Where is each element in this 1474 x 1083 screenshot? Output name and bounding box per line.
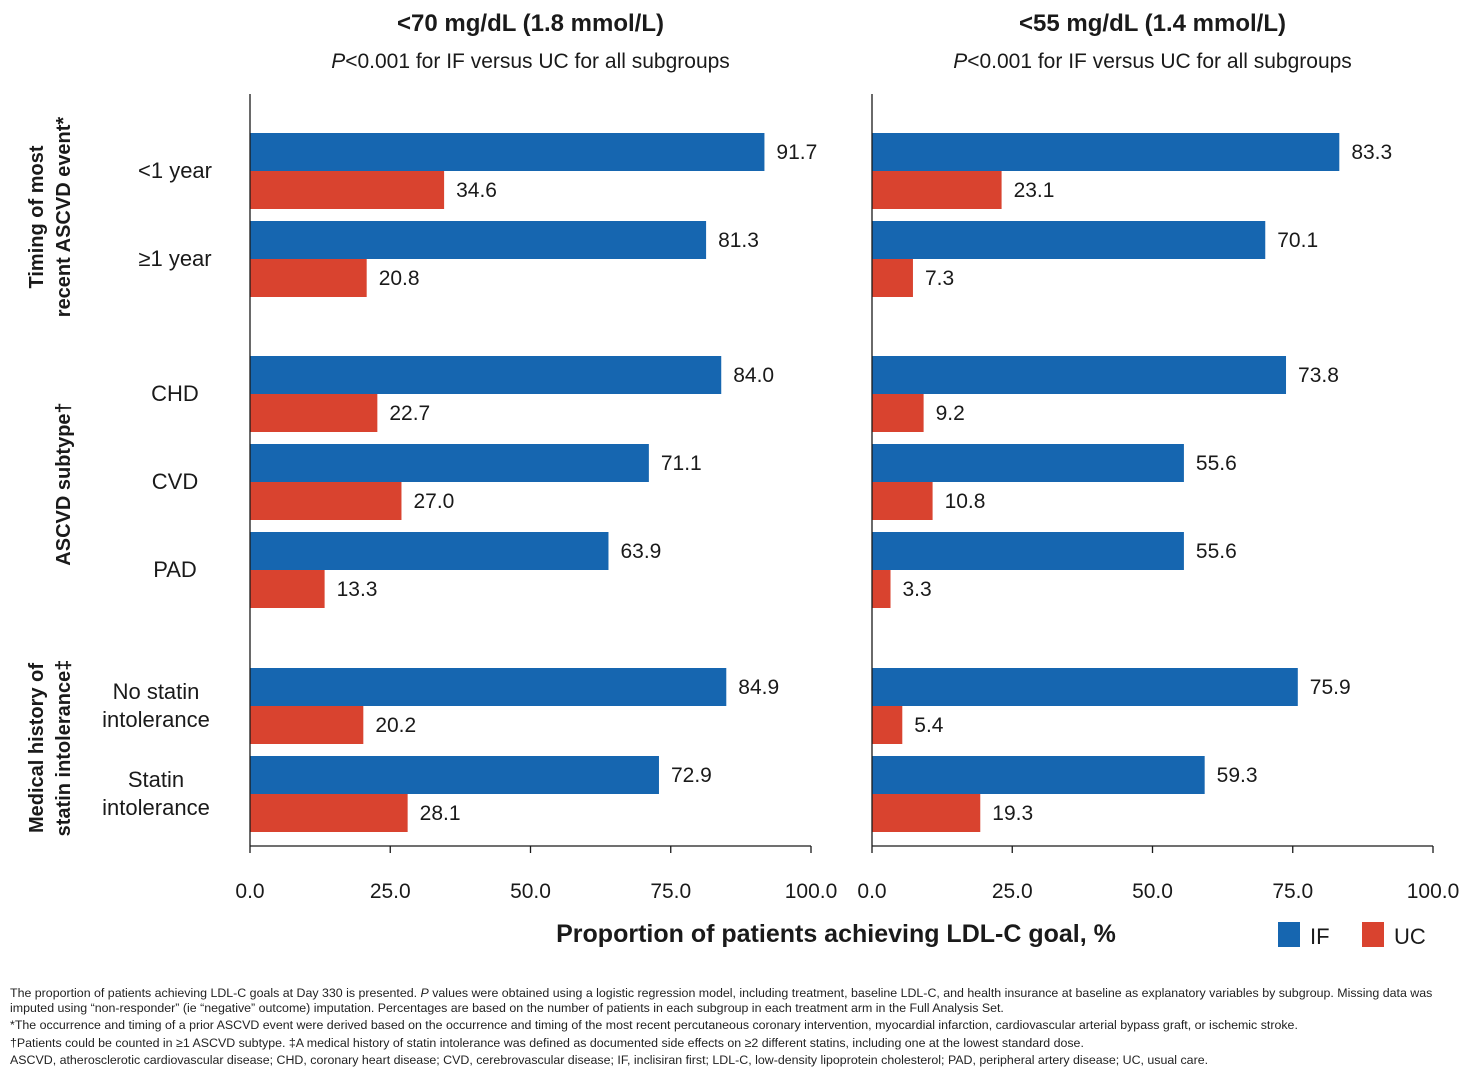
value-label: 34.6 xyxy=(456,179,497,202)
x-tick-label: 50.0 xyxy=(510,880,551,903)
x-tick-label: 25.0 xyxy=(370,880,411,903)
value-label: 71.1 xyxy=(661,452,702,475)
value-label: 13.3 xyxy=(337,578,378,601)
footnote-abbreviations: ASCVD, atherosclerotic cardiovascular di… xyxy=(10,1053,1209,1067)
x-tick-label: 0.0 xyxy=(857,880,886,903)
bar-uc xyxy=(250,570,325,608)
x-tick-label: 100.0 xyxy=(785,880,838,903)
bar-uc xyxy=(872,482,933,520)
value-label: 55.6 xyxy=(1196,540,1237,563)
value-label: 83.3 xyxy=(1351,141,1392,164)
category-label: <1 year xyxy=(138,158,212,183)
x-tick-label: 75.0 xyxy=(1272,880,1313,903)
value-label: 9.2 xyxy=(936,402,965,425)
footnote-subtype-statin: †Patients could be counted in ≥1 ASCVD s… xyxy=(10,1035,1084,1050)
bar-uc xyxy=(872,794,981,832)
bar-if xyxy=(250,221,707,259)
bar-uc xyxy=(872,171,1002,209)
bar-if xyxy=(872,532,1184,570)
legend-label-uc: UC xyxy=(1394,924,1426,949)
value-label: 28.1 xyxy=(420,802,461,825)
footnote-methods: The proportion of patients achieving LDL… xyxy=(10,986,1433,1015)
category-label: Statin xyxy=(128,767,184,792)
bar-if xyxy=(250,133,765,171)
value-label: 84.9 xyxy=(738,676,779,699)
bar-if xyxy=(872,756,1205,794)
bar-uc xyxy=(872,706,903,744)
value-label: 27.0 xyxy=(413,490,454,513)
value-label: 59.3 xyxy=(1217,764,1258,787)
panel-title: <55 mg/dL (1.4 mmol/L) xyxy=(1019,10,1286,37)
panel-subtitle: P<0.001 for IF versus UC for all subgrou… xyxy=(331,50,730,73)
bar-uc xyxy=(872,259,913,297)
value-label: 63.9 xyxy=(620,540,661,563)
bar-uc xyxy=(250,706,364,744)
category-label: ≥1 year xyxy=(138,246,211,271)
footnote-ascvd-event: *The occurrence and timing of a prior AS… xyxy=(10,1018,1298,1032)
category-label: No statin xyxy=(113,679,200,704)
value-label: 73.8 xyxy=(1298,364,1339,387)
category-label: PAD xyxy=(153,557,197,582)
group-label: recent ASCVD event* xyxy=(53,117,75,318)
panel-subtitle: P<0.001 for IF versus UC for all subgrou… xyxy=(953,50,1352,73)
x-tick-label: 25.0 xyxy=(992,880,1033,903)
value-label: 10.8 xyxy=(945,490,986,513)
value-label: 91.7 xyxy=(776,141,817,164)
value-label: 7.3 xyxy=(925,267,954,290)
bar-uc xyxy=(250,171,445,209)
x-tick-label: 0.0 xyxy=(235,880,264,903)
bar-if xyxy=(872,356,1287,394)
bar-uc xyxy=(250,794,408,832)
bar-if xyxy=(872,668,1298,706)
value-label: 19.3 xyxy=(992,802,1033,825)
x-axis-title: Proportion of patients achieving LDL-C g… xyxy=(556,920,1116,948)
group-label: statin intolerance‡ xyxy=(53,660,75,837)
bar-uc xyxy=(250,482,402,520)
x-tick-label: 100.0 xyxy=(1407,880,1460,903)
category-label: CHD xyxy=(151,381,199,406)
value-label: 55.6 xyxy=(1196,452,1237,475)
bar-uc xyxy=(872,394,924,432)
value-label: 70.1 xyxy=(1277,229,1318,252)
footnotes: The proportion of patients achieving LDL… xyxy=(10,986,1466,1071)
value-label: 75.9 xyxy=(1310,676,1351,699)
x-tick-label: 50.0 xyxy=(1132,880,1173,903)
value-label: 72.9 xyxy=(671,764,712,787)
value-label: 5.4 xyxy=(914,714,944,737)
bar-if xyxy=(250,356,722,394)
bar-if xyxy=(250,444,649,482)
value-label: 84.0 xyxy=(733,364,774,387)
category-label: intolerance xyxy=(102,707,210,732)
value-label: 20.2 xyxy=(375,714,416,737)
bar-uc xyxy=(250,259,367,297)
legend-label-if: IF xyxy=(1310,924,1330,949)
panel-title: <70 mg/dL (1.8 mmol/L) xyxy=(397,10,664,37)
legend-swatch-uc xyxy=(1362,922,1384,947)
bar-uc xyxy=(250,394,378,432)
bar-if xyxy=(250,532,609,570)
value-label: 23.1 xyxy=(1014,179,1055,202)
category-label: intolerance xyxy=(102,795,210,820)
bar-if xyxy=(872,133,1340,171)
legend-swatch-if xyxy=(1278,922,1300,947)
group-label: ASCVD subtype† xyxy=(53,402,75,565)
value-label: 22.7 xyxy=(389,402,430,425)
bar-if xyxy=(872,221,1266,259)
value-label: 20.8 xyxy=(379,267,420,290)
chart-figure: <70 mg/dL (1.8 mmol/L) P<0.001 for IF ver… xyxy=(26,10,1460,949)
group-label: Timing of most xyxy=(26,145,48,288)
category-label: CVD xyxy=(152,469,198,494)
bar-if xyxy=(250,756,659,794)
bar-uc xyxy=(872,570,891,608)
x-tick-label: 75.0 xyxy=(650,880,691,903)
bar-if xyxy=(872,444,1184,482)
value-label: 81.3 xyxy=(718,229,759,252)
bar-if xyxy=(250,668,727,706)
value-label: 3.3 xyxy=(903,578,932,601)
group-label: Medical history of xyxy=(26,663,48,833)
